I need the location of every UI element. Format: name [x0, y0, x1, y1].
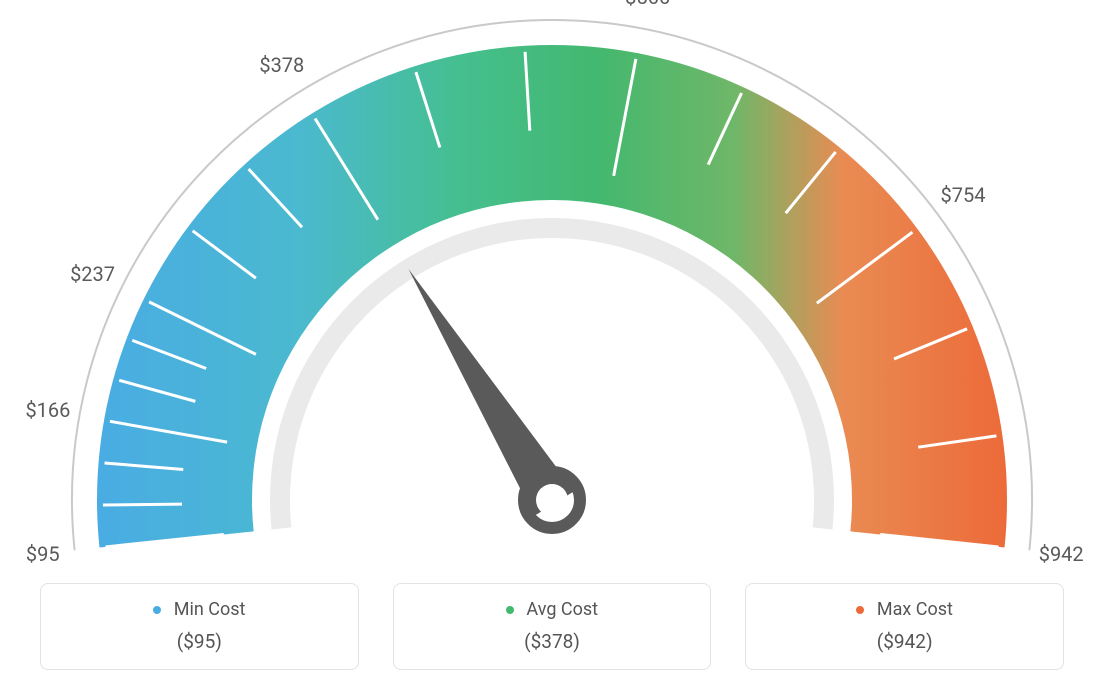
legend-title-avg: Avg Cost: [404, 598, 701, 620]
gauge-tick-label: $942: [1039, 542, 1084, 566]
legend-card-avg: Avg Cost ($378): [393, 583, 712, 670]
legend-title-min: Min Cost: [51, 598, 348, 620]
legend-title-max: Max Cost: [756, 598, 1053, 620]
legend-title-text-max: Max Cost: [877, 599, 953, 620]
legend-value-max: ($942): [756, 630, 1053, 653]
legend-card-min: Min Cost ($95): [40, 583, 359, 670]
gauge-container: $95$166$237$378$566$754$942: [0, 0, 1104, 560]
legend-value-avg: ($378): [404, 630, 701, 653]
gauge-tick-label: $566: [625, 0, 670, 9]
legend-value-min: ($95): [51, 630, 348, 653]
gauge-tick-label: $237: [70, 262, 115, 286]
legend-title-text-min: Min Cost: [174, 599, 246, 620]
legend-dot-avg: [506, 606, 514, 614]
legend-dot-min: [153, 606, 161, 614]
legend-row: Min Cost ($95) Avg Cost ($378) Max Cost …: [0, 583, 1104, 670]
gauge-tick-label: $754: [940, 183, 985, 207]
gauge-tick-label: $95: [26, 542, 60, 566]
legend-dot-max: [856, 606, 864, 614]
legend-card-max: Max Cost ($942): [745, 583, 1064, 670]
gauge-tick-label: $166: [25, 398, 70, 422]
gauge-tick-label: $378: [259, 53, 304, 77]
legend-title-text-avg: Avg Cost: [526, 599, 598, 620]
gauge-svg: [0, 0, 1104, 560]
